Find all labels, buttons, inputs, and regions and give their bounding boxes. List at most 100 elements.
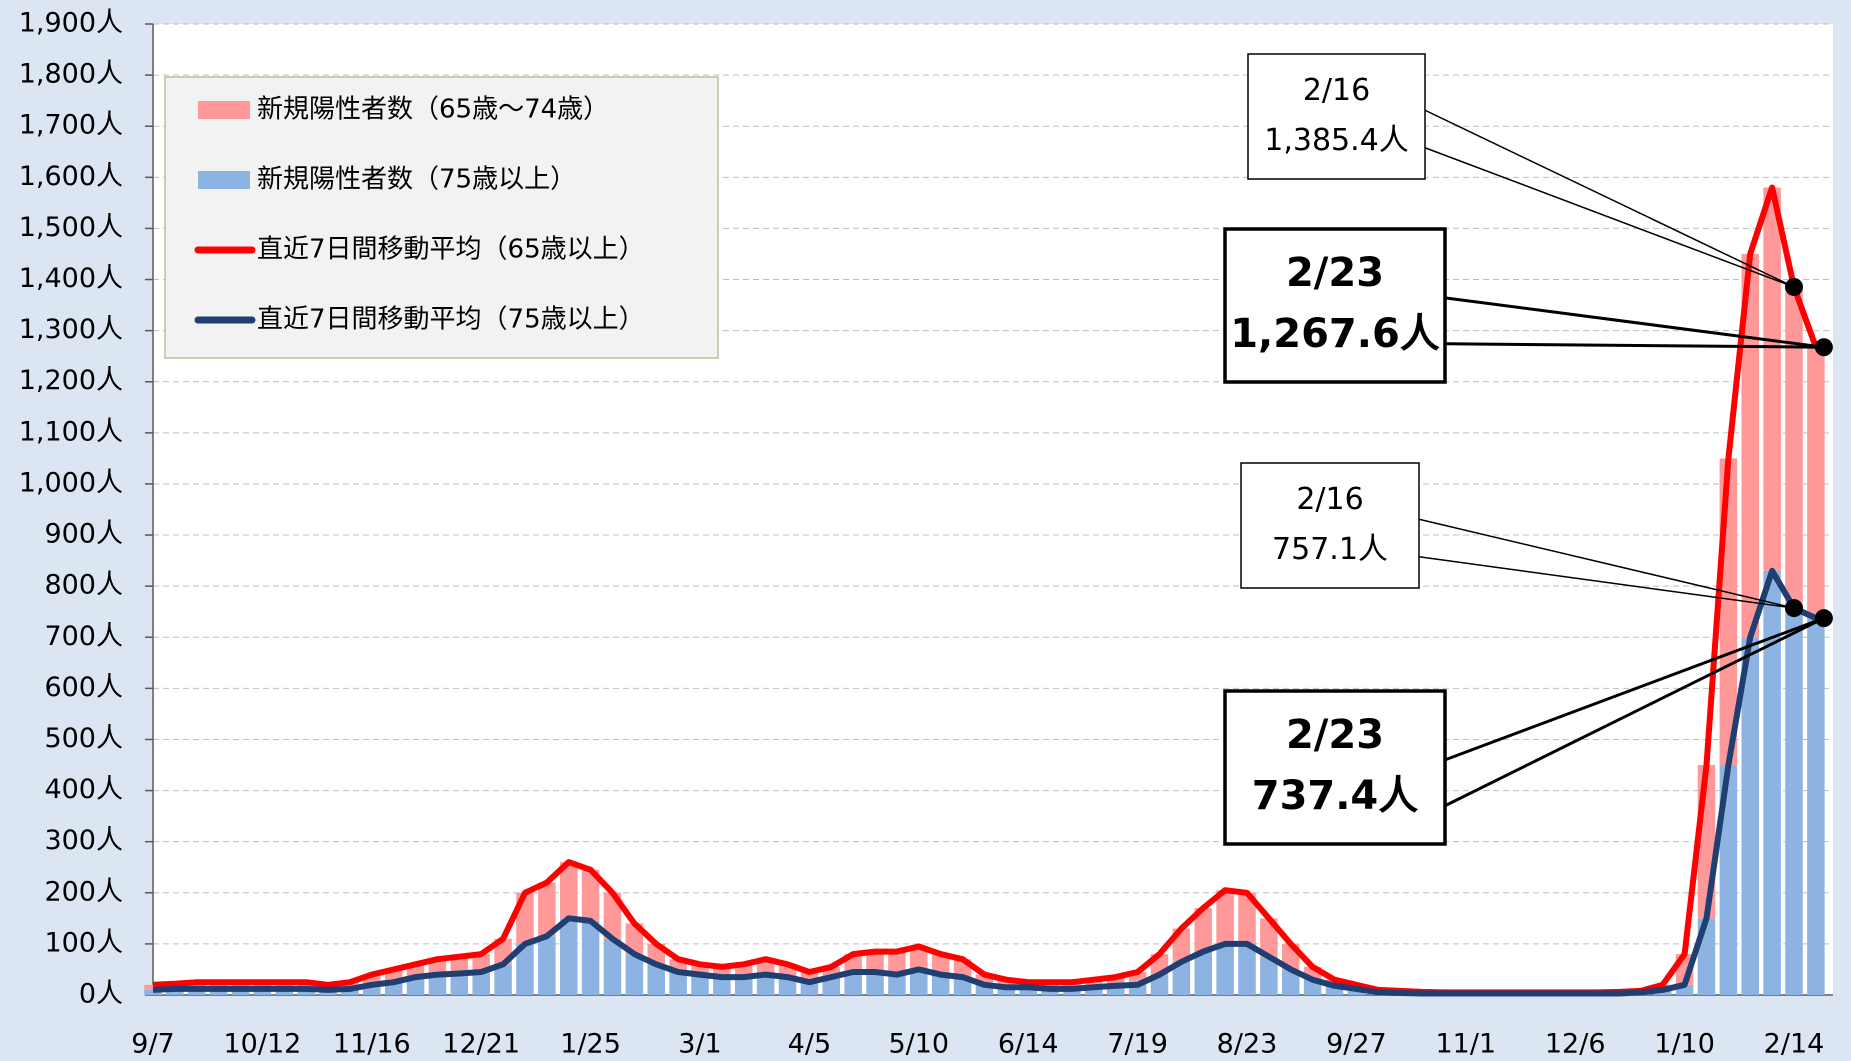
bar [188, 982, 206, 989]
bar [1019, 987, 1037, 995]
bar [1719, 765, 1738, 995]
bar [975, 974, 994, 985]
x-tick-label: 9/7 [131, 1029, 174, 1060]
y-tick-label: 800人 [44, 570, 123, 601]
x-tick-label: 2/14 [1764, 1029, 1825, 1060]
callout-box [1223, 227, 1447, 384]
bar [428, 974, 447, 995]
bar [1216, 890, 1234, 944]
bar [603, 892, 622, 939]
bar [297, 988, 315, 995]
bar [297, 982, 315, 989]
y-tick-label: 1,200人 [19, 365, 123, 396]
bar [581, 869, 600, 921]
bar [1807, 347, 1825, 619]
bar [516, 943, 534, 995]
x-tick-label: 11/1 [1435, 1029, 1496, 1060]
callout-date: 2/23 [1286, 712, 1384, 758]
y-tick-label: 600人 [44, 672, 123, 703]
bar [975, 984, 994, 995]
legend-box [164, 76, 719, 359]
callout-value: 1,385.4人 [1264, 123, 1409, 158]
y-tick-label: 1,600人 [19, 161, 123, 192]
bar [1106, 985, 1125, 995]
bar [888, 974, 906, 995]
bar [1785, 608, 1803, 995]
bar [931, 954, 950, 975]
x-tick-label: 4/5 [788, 1029, 831, 1060]
legend: 新規陽性者数（65歳～74歳） 新規陽性者数（75歳以上） 直近7日間移動平均（65… [164, 76, 719, 359]
bar [844, 972, 862, 995]
y-tick-label: 1,300人 [19, 314, 123, 345]
bar [231, 988, 250, 995]
bar [1063, 988, 1081, 995]
x-tick-label: 10/12 [223, 1029, 301, 1060]
bar [472, 972, 490, 995]
bar [341, 982, 359, 989]
bar [209, 982, 228, 989]
bar [931, 974, 950, 995]
bar [910, 969, 928, 995]
bar [275, 982, 294, 989]
y-tick-label: 100人 [44, 927, 123, 958]
callout-leader [1424, 147, 1795, 288]
bar [231, 982, 250, 989]
x-tick-label: 12/6 [1545, 1029, 1606, 1060]
bar [166, 988, 184, 995]
bar [1085, 979, 1103, 988]
callout-box [1240, 462, 1420, 589]
callout-point [1785, 599, 1803, 618]
callout-point [1814, 338, 1833, 357]
callout-leader [1424, 109, 1795, 288]
legend-label: 新規陽性者数（75歳以上） [257, 165, 576, 195]
x-tick-label: 8/23 [1217, 1029, 1278, 1060]
bar [1128, 984, 1147, 995]
x-tick-label: 7/19 [1107, 1029, 1168, 1060]
callout-leader [1418, 518, 1795, 609]
bar [341, 988, 359, 995]
y-tick-label: 1,700人 [19, 110, 123, 141]
bar [1041, 982, 1059, 989]
y-tick-label: 900人 [44, 519, 123, 550]
bar [1763, 187, 1781, 571]
bar [494, 964, 512, 995]
bar [603, 938, 622, 995]
bar [1085, 987, 1103, 995]
y-tick-label: 200人 [44, 876, 123, 907]
callout-point [1785, 277, 1803, 296]
bar [1282, 969, 1300, 995]
bar [691, 974, 709, 995]
legend-label: 新規陽性者数（65歳～74歳） [257, 95, 609, 125]
bar [1325, 985, 1344, 995]
y-tick-label: 300人 [44, 825, 123, 856]
bar [450, 956, 469, 974]
bar [363, 984, 381, 995]
bar [559, 918, 578, 995]
callout-leader [1444, 616, 1825, 808]
y-tick-label: 700人 [44, 621, 123, 652]
bar [406, 977, 425, 995]
x-tick-label: 1/10 [1654, 1029, 1715, 1060]
callout-leader [1444, 296, 1825, 349]
y-tick-label: 1,000人 [19, 467, 123, 498]
bar [363, 974, 381, 985]
bar [1238, 943, 1256, 995]
bar [275, 988, 294, 995]
bar [538, 882, 556, 937]
x-tick-label: 1/25 [560, 1029, 621, 1060]
bar [735, 977, 753, 995]
bar [1172, 961, 1191, 995]
bar [910, 946, 928, 970]
y-tick-label: 1,800人 [19, 59, 123, 90]
bar [822, 966, 841, 978]
bar [713, 966, 731, 978]
bar [647, 964, 665, 995]
callout-value: 757.1人 [1272, 532, 1388, 567]
bar [538, 936, 556, 995]
line-series [152, 567, 1818, 997]
bar [188, 988, 206, 995]
y-tick-label: 0人 [79, 979, 123, 1010]
bar [1063, 982, 1081, 989]
bar [866, 972, 884, 995]
